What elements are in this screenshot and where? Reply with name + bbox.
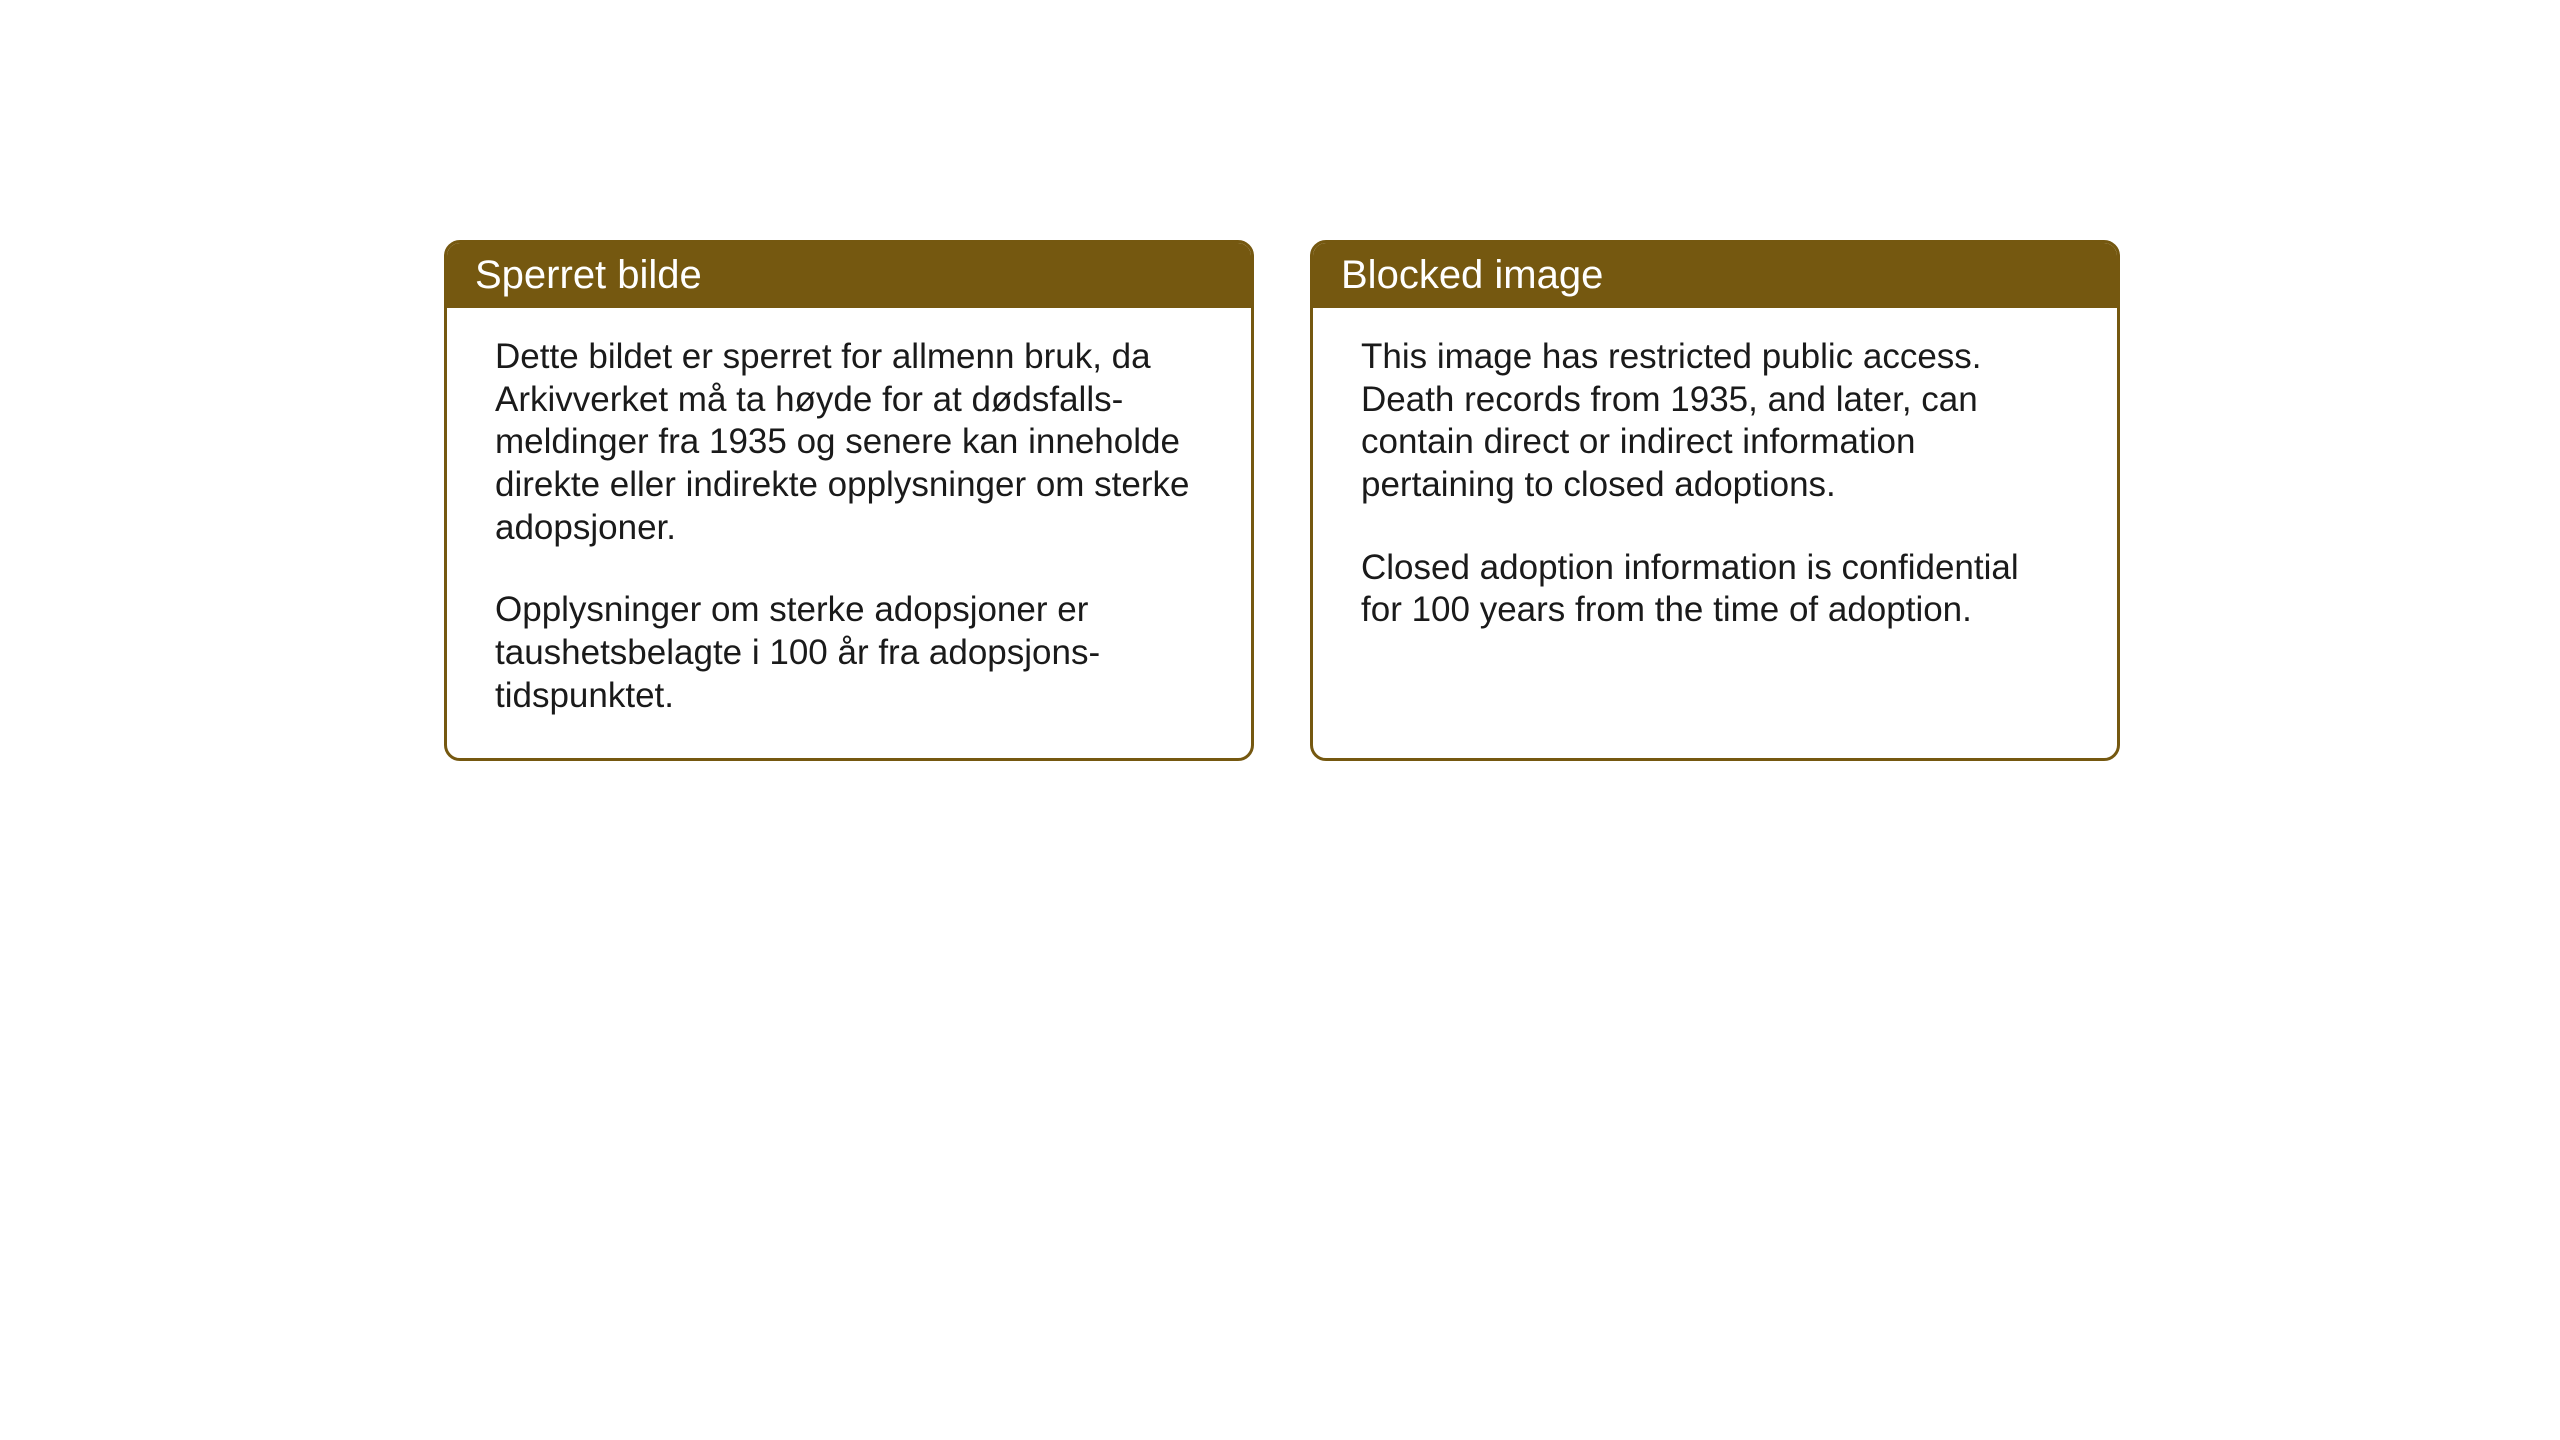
notice-paragraph-2-norwegian: Opplysninger om sterke adopsjoner er tau…	[495, 589, 1203, 717]
notice-paragraph-1-norwegian: Dette bildet er sperret for allmenn bruk…	[495, 336, 1203, 549]
notice-header-english: Blocked image	[1313, 243, 2117, 308]
notice-paragraph-1-english: This image has restricted public access.…	[1361, 336, 2069, 507]
notice-card-english: Blocked image This image has restricted …	[1310, 240, 2120, 761]
notice-header-norwegian: Sperret bilde	[447, 243, 1251, 308]
notice-body-norwegian: Dette bildet er sperret for allmenn bruk…	[447, 308, 1251, 758]
notice-container: Sperret bilde Dette bildet er sperret fo…	[444, 240, 2120, 761]
notice-paragraph-2-english: Closed adoption information is confident…	[1361, 547, 2069, 632]
notice-body-english: This image has restricted public access.…	[1313, 308, 2117, 732]
notice-card-norwegian: Sperret bilde Dette bildet er sperret fo…	[444, 240, 1254, 761]
